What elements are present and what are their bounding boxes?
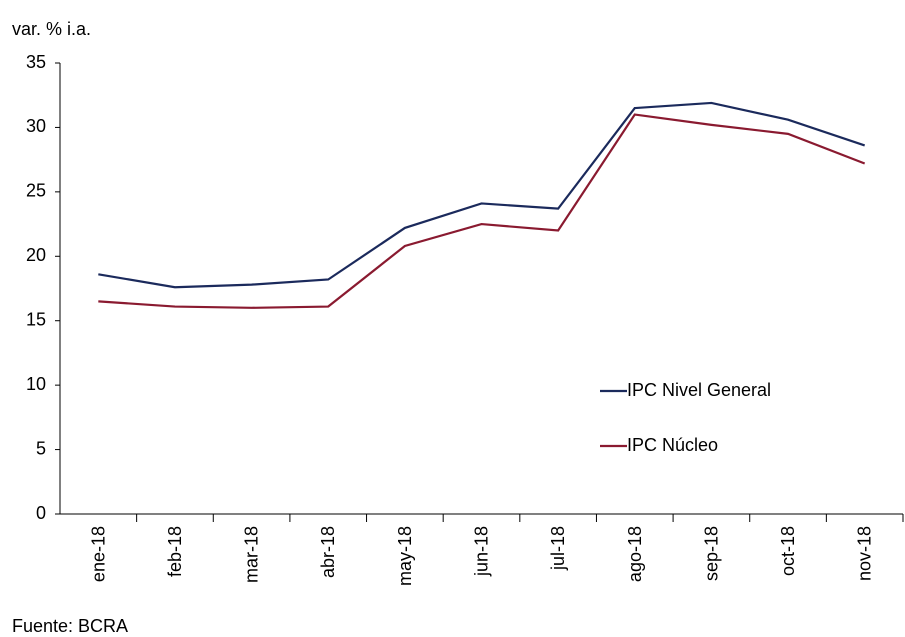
y-tick-label: 35 [26,52,46,72]
y-axis-label: var. % i.a. [12,19,91,39]
x-tick-label: sep-18 [701,526,721,581]
x-tick-label: ago-18 [625,526,645,582]
x-tick-label: jul-18 [548,526,568,571]
x-tick-label: feb-18 [165,526,185,577]
y-tick-label: 10 [26,374,46,394]
y-tick-label: 0 [36,503,46,523]
y-tick-label: 5 [36,438,46,458]
x-tick-label: jun-18 [472,526,492,577]
y-tick-label: 20 [26,245,46,265]
y-tick-label: 30 [26,116,46,136]
x-tick-label: ene-18 [88,526,108,582]
x-tick-label: nov-18 [855,526,875,581]
y-tick-label: 15 [26,309,46,329]
source: Fuente: BCRA [12,616,128,636]
series-line [98,113,866,309]
legend-label: IPC Nivel General [627,380,771,400]
y-tick-label: 25 [26,181,46,201]
legend-label: IPC Núcleo [627,435,718,455]
x-tick-label: abr-18 [318,526,338,578]
x-tick-label: oct-18 [778,526,798,576]
x-tick-label: mar-18 [242,526,262,583]
series-line [98,101,866,289]
x-tick-label: may-18 [395,526,415,586]
